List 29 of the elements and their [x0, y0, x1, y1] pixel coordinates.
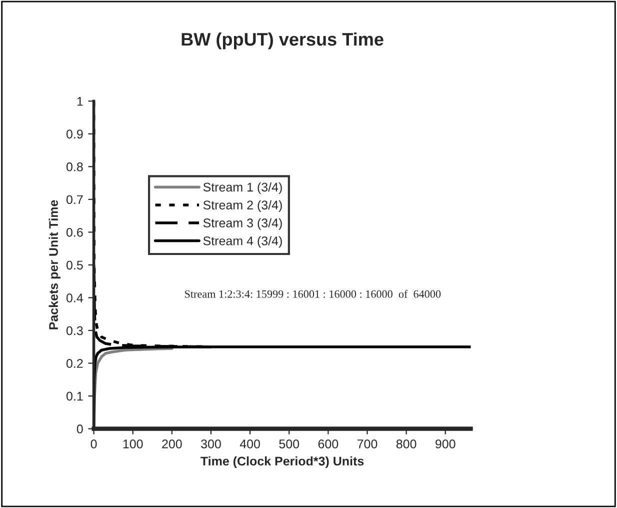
y-tick-label: 0.6	[66, 228, 83, 237]
x-axis-title: Time (Clock Period*3) Units	[200, 456, 364, 468]
legend-label: Stream 4 (3/4)	[203, 236, 282, 248]
x-tick-label: 900	[436, 440, 456, 448]
x-tick-label: 700	[357, 440, 378, 448]
y-tick-label: 0.2	[66, 359, 83, 368]
y-tick-label: 0.9	[66, 130, 83, 139]
y-tick-label: 0.3	[66, 326, 83, 336]
annotation: Stream 1:2:3:4: 15999 : 16001 : 16000 : 16000 of 64000	[185, 290, 441, 298]
y-tick-label: 0.4	[66, 293, 84, 302]
y-tick-label: 0.7	[66, 195, 83, 204]
y-tick-label: 0.1	[66, 392, 83, 401]
x-tick-label: 100	[123, 440, 143, 448]
x-tick-label: 400	[240, 440, 260, 448]
x-tick-label: 300	[201, 440, 221, 448]
legend-label: Stream 1 (3/4)	[203, 182, 282, 194]
y-tick-label: 0.5	[66, 260, 83, 270]
x-tick-label: 500	[279, 440, 300, 448]
x-tick-label: 600	[318, 440, 338, 448]
x-tick-label: 0	[90, 440, 97, 448]
y-tick-label: 0.8	[66, 162, 83, 172]
x-tick-label: 200	[162, 440, 182, 448]
legend-label: Stream 3 (3/4)	[203, 218, 282, 230]
y-tick-label: 0	[76, 424, 83, 434]
legend-label: Stream 2 (3/4)	[203, 200, 282, 212]
y-tick-label: 1	[77, 97, 83, 106]
y-axis-title: Packets per Unit Time	[48, 200, 60, 330]
chart-title: BW (ppUT) versus Time	[182, 32, 384, 50]
x-tick-label: 800	[396, 440, 416, 448]
